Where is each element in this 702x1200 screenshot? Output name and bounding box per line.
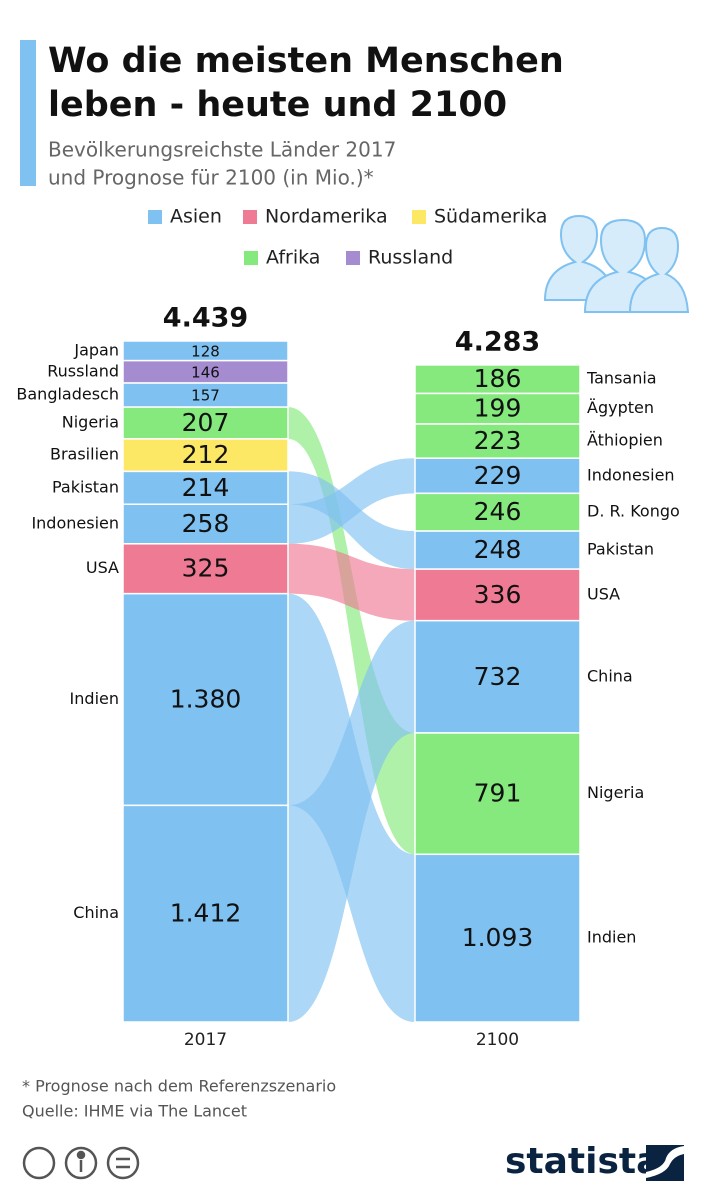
category-label: D. R. Kongo	[587, 502, 680, 521]
column-label: 2017	[184, 1030, 227, 1050]
segment	[122, 470, 289, 505]
value-label: 325	[182, 554, 230, 583]
license-icons	[22, 1146, 140, 1180]
title: Wo die meisten Menschen	[48, 41, 564, 81]
category-label: Indonesien	[587, 465, 675, 484]
segment	[414, 619, 581, 734]
value-label: 732	[474, 662, 522, 691]
category-label: Nigeria	[62, 412, 119, 431]
value-label: 212	[182, 440, 230, 469]
segment	[122, 592, 289, 807]
category-label: Äthiopien	[587, 431, 663, 450]
value-label: 223	[474, 426, 522, 455]
title: leben - heute und 2100	[48, 85, 507, 125]
value-label: 146	[191, 363, 220, 381]
category-label: Indonesien	[31, 514, 119, 533]
value-label: 1.412	[170, 899, 242, 928]
accent-bar	[20, 40, 36, 186]
legend-swatch	[346, 251, 360, 265]
subtitle: Bevölkerungsreichste Länder 2017	[48, 138, 396, 162]
segment	[122, 438, 289, 473]
legend-swatch	[244, 251, 258, 265]
category-label: Nigeria	[587, 783, 644, 802]
value-label: 248	[474, 535, 522, 564]
value-label: 199	[474, 394, 522, 423]
flow	[288, 458, 415, 544]
people-icon	[543, 214, 690, 313]
category-label: USA	[587, 584, 620, 603]
value-label: 157	[191, 387, 220, 405]
legend-label: Russland	[368, 247, 453, 269]
value-label: 186	[474, 364, 522, 393]
segment	[414, 457, 581, 495]
category-label: Bangladesch	[16, 385, 119, 404]
value-label: 246	[474, 497, 522, 526]
subtitle: und Prognose für 2100 (in Mio.)*	[48, 166, 374, 190]
legend-label: Afrika	[266, 247, 320, 269]
value-label: 207	[182, 408, 230, 437]
brand-logo: statista	[505, 1141, 660, 1182]
category-label: China	[587, 666, 633, 685]
value-label: 229	[474, 461, 522, 490]
category-label: Brasilien	[50, 445, 119, 464]
category-label: Russland	[47, 361, 119, 380]
segment	[414, 530, 581, 570]
flow	[288, 620, 415, 1022]
category-label: USA	[86, 558, 119, 577]
category-label: Tansania	[586, 369, 657, 388]
category-label: China	[73, 903, 119, 922]
value-label: 214	[182, 473, 230, 502]
value-label: 336	[474, 580, 522, 609]
segment	[414, 568, 581, 622]
category-label: Pakistan	[587, 540, 654, 559]
category-label: Indien	[587, 928, 636, 947]
segment	[414, 732, 581, 856]
flows	[288, 407, 415, 1022]
segment	[122, 406, 289, 440]
category-label: Pakistan	[52, 477, 119, 496]
brand-mark	[646, 1145, 684, 1181]
source: Quelle: IHME via The Lancet	[22, 1102, 247, 1121]
column-label: 2100	[476, 1030, 519, 1050]
segment	[414, 364, 581, 395]
flow	[288, 543, 415, 621]
footnote: * Prognose nach dem Referenzszenario	[22, 1077, 336, 1096]
value-label: 1.093	[462, 923, 534, 952]
segment	[414, 423, 581, 459]
flow	[288, 471, 415, 570]
legend-swatch	[412, 210, 426, 224]
legend-label: Nordamerika	[265, 206, 388, 228]
column-total: 4.283	[455, 326, 540, 357]
category-label: Indien	[70, 689, 119, 708]
category-label: Ägypten	[587, 398, 654, 417]
segment	[414, 853, 581, 1023]
segment	[414, 492, 581, 532]
value-label: 1.380	[170, 685, 242, 714]
legend-label: Südamerika	[434, 206, 547, 228]
value-label: 258	[182, 509, 230, 538]
column-total: 4.439	[163, 303, 248, 334]
value-label: 791	[474, 779, 522, 808]
segment	[122, 804, 289, 1023]
category-label: Japan	[73, 340, 119, 359]
legend-label: Asien	[170, 206, 222, 228]
segment	[414, 392, 581, 425]
segment	[122, 503, 289, 545]
legend-swatch	[148, 210, 162, 224]
value-label: 128	[191, 342, 220, 360]
legend-swatch	[243, 210, 257, 224]
